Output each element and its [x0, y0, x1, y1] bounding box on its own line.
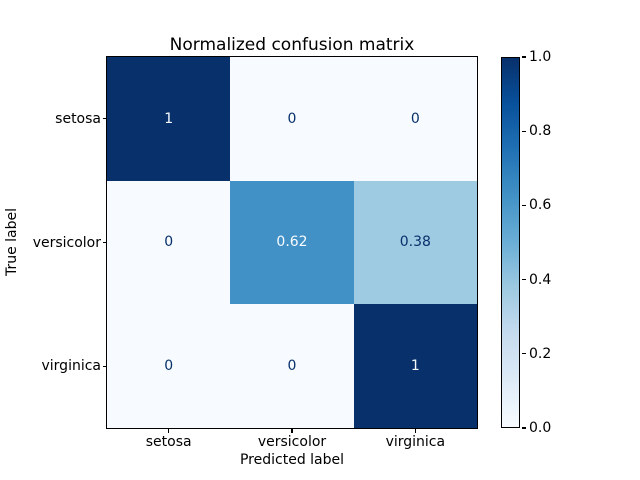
colorbar-tick-label: 0.8	[529, 123, 552, 140]
matrix-cell: 0	[107, 180, 231, 305]
x-tick-mark	[414, 428, 416, 433]
colorbar-tick-label: 0.4	[529, 271, 552, 288]
colorbar-tick-label: 1.0	[529, 49, 552, 65]
y-tick-label: versicolor	[32, 234, 101, 251]
y-tick-mark	[102, 241, 107, 244]
y-tick-mark	[102, 118, 107, 120]
matrix-cell: 1	[107, 57, 231, 181]
matrix-cell: 0	[230, 57, 354, 181]
confusion-matrix-grid: 1 0 0 0 0.62 0.38 0 0 1	[106, 56, 478, 429]
matrix-cell: 0.38	[353, 180, 477, 305]
y-tick-label: virginica	[41, 358, 102, 375]
colorbar-tick-label: 0.2	[529, 345, 552, 362]
colorbar-tick-label: 0.6	[529, 197, 552, 214]
y-tick-mark	[102, 365, 107, 367]
chart-title: Normalized confusion matrix	[169, 35, 415, 55]
matrix-cell: 0.62	[230, 180, 354, 305]
colorbar-tick-label: 0.0	[529, 420, 552, 436]
x-tick-mark	[168, 428, 170, 433]
matrix-cell: 0	[230, 304, 354, 428]
x-tick-label: setosa	[145, 434, 192, 450]
x-axis-label: Predicted label	[239, 452, 345, 468]
x-tick-mark	[291, 428, 293, 433]
y-tick-label: setosa	[55, 110, 101, 127]
x-tick-label: virginica	[385, 434, 446, 450]
matrix-cell: 1	[353, 304, 477, 428]
colorbar-tick-mark	[521, 353, 526, 355]
colorbar-tick-mark	[521, 279, 526, 281]
matrix-cell: 0	[107, 304, 231, 428]
colorbar-tick-mark	[521, 204, 526, 206]
matrix-cell: 0	[353, 57, 477, 181]
colorbar-tick-mark	[521, 427, 526, 429]
colorbar	[501, 57, 520, 428]
x-tick-label: versicolor	[257, 434, 327, 450]
colorbar-tick-mark	[521, 56, 526, 58]
colorbar-tick-mark	[521, 130, 526, 132]
